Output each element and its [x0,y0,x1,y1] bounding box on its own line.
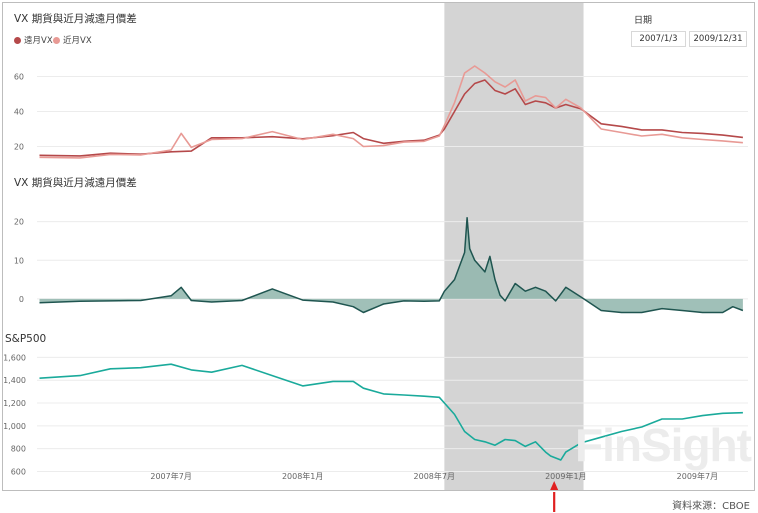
y-tick-label: 1,000 [3,422,26,431]
sp500-line [39,363,743,461]
y-tick-label: 1,600 [3,353,26,362]
x-tick-label: 2008年1月 [282,471,323,481]
y-tick-label: 600 [11,467,26,476]
spread-line [39,216,744,314]
date-start-input[interactable]: 2007/1/3 [631,31,686,47]
y-tick-label: 40 [14,108,24,117]
date-end-input[interactable]: 2009/12/31 [689,31,747,47]
panel3-title: S&P500 [5,333,47,345]
far-month-vx-line [39,79,743,157]
y-tick-label: 1,200 [3,399,26,408]
x-tick-label: 2007年7月 [150,471,191,481]
y-tick-label: 0 [19,295,24,304]
y-tick-label: 60 [14,73,24,82]
spread-area [39,217,743,313]
watermark-logo: FinSight [575,419,752,471]
x-tick-label: 2008年7月 [414,471,455,481]
y-tick-label: 20 [14,218,24,227]
y-tick-label: 1,400 [3,376,26,385]
legend-far[interactable]: 遠月VX [14,34,53,46]
x-tick-label: 2009年7月 [677,471,718,481]
legend-near-swatch [53,36,60,44]
legend-far-swatch [14,36,21,44]
marker-arrow-head [550,481,559,490]
panel2-title: VX 期貨與近月減遠月價差 [14,177,137,189]
y-tick-label: 10 [14,256,24,265]
legend-near[interactable]: 近月VX [53,34,92,46]
chart-frame [2,2,755,491]
legend-far-label: 遠月VX [24,36,53,46]
y-tick-label: 800 [11,445,26,454]
source-note: 資料來源：CBOE [672,501,750,512]
panel1-title: VX 期貨與近月減遠月價差 [14,13,137,25]
date-filter-label: 日期 [634,16,653,26]
y-tick-label: 20 [14,143,24,152]
legend-near-label: 近月VX [63,36,92,46]
near-month-vx-line [39,65,743,159]
x-tick-label: 2009年1月 [545,471,586,481]
